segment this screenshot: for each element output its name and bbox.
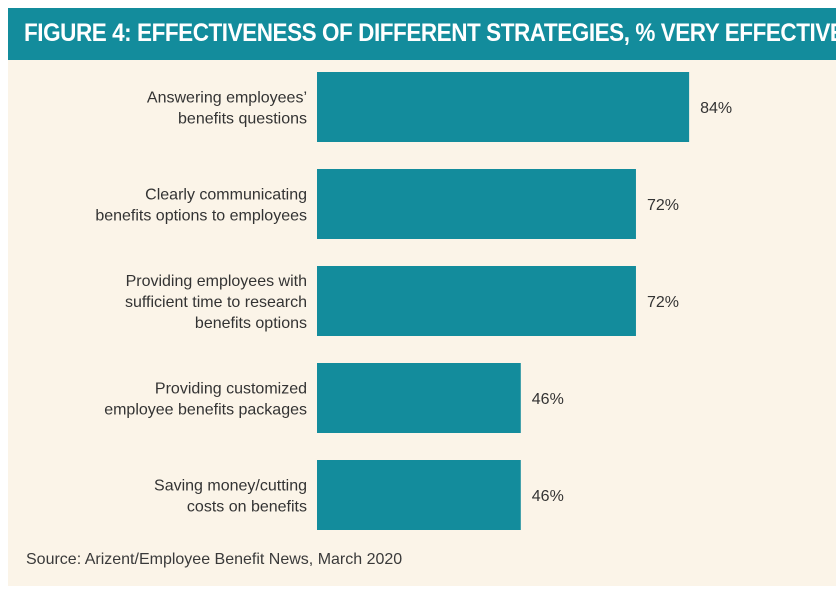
bar-chart: 84% Answering employees’ benefits question… [95, 72, 732, 530]
category-label-3: Providing customized employee benefits pa… [104, 381, 307, 419]
category-label-line: sufficient time to research [125, 294, 307, 311]
category-label-2: Providing employees with sufficient time … [125, 273, 307, 332]
category-label-line: Answering employees’ [147, 90, 307, 107]
bar-3 [317, 363, 521, 433]
category-label-0: Answering employees’ benefits questions [147, 90, 307, 128]
bar-4 [317, 460, 521, 530]
value-label-4: 46% [532, 488, 564, 505]
category-label-line: Providing customized [155, 381, 307, 398]
title-bar: FIGURE 4: EFFECTIVENESS OF DIFFERENT STR… [8, 8, 840, 60]
category-label-line: employee benefits packages [104, 402, 307, 419]
value-label-3: 46% [532, 391, 564, 408]
bar-2 [317, 266, 636, 336]
value-label-2: 72% [647, 294, 679, 311]
category-label-line: benefits options to employees [95, 208, 307, 225]
value-label-1: 72% [647, 197, 679, 214]
chart-panel: FIGURE 4: EFFECTIVENESS OF DIFFERENT STR… [8, 8, 840, 586]
category-label-line: costs on benefits [187, 499, 307, 516]
value-label-0: 84% [700, 100, 732, 117]
source-note: Source: Arizent/Employee Benefit News, M… [26, 551, 403, 568]
category-label-1: Clearly communicating benefits options to… [95, 187, 307, 225]
category-label-line: benefits questions [178, 111, 307, 128]
bar-0 [317, 72, 690, 142]
bar-1 [317, 169, 636, 239]
category-label-4: Saving money/cutting costs on benefits [154, 478, 307, 516]
category-label-line: Providing employees with [126, 273, 307, 290]
chart-title: FIGURE 4: EFFECTIVENESS OF DIFFERENT STR… [24, 19, 840, 47]
category-label-line: Saving money/cutting [154, 478, 307, 495]
category-label-line: benefits options [195, 315, 307, 332]
category-label-line: Clearly communicating [145, 187, 307, 204]
